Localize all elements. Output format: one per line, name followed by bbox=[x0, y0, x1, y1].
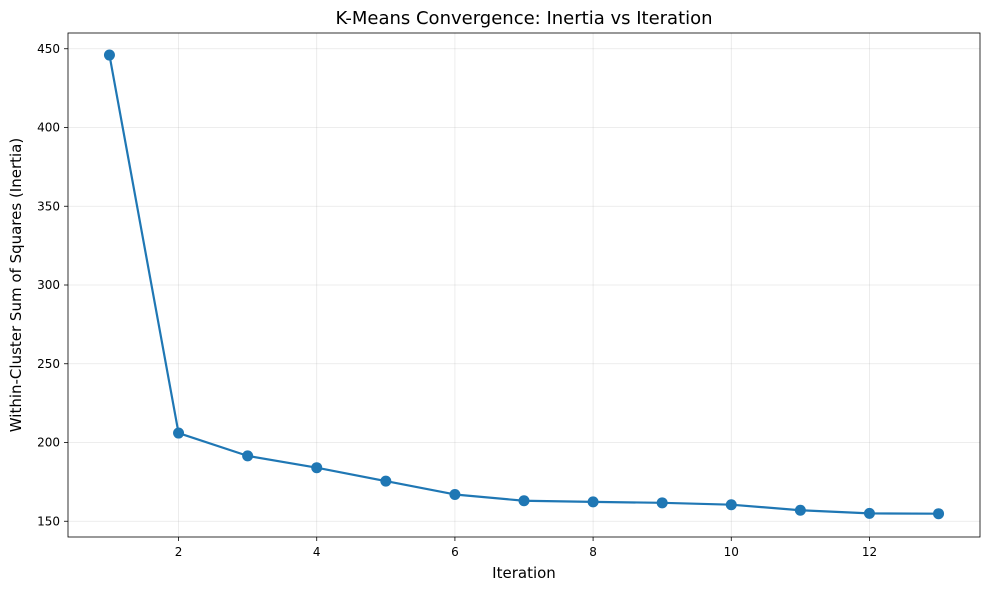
data-point bbox=[103, 49, 115, 61]
x-tick-label: 10 bbox=[724, 545, 739, 559]
data-point bbox=[933, 508, 945, 520]
data-point bbox=[587, 496, 599, 508]
data-point bbox=[518, 495, 530, 507]
y-tick-label: 450 bbox=[37, 42, 60, 56]
ticks: 2 4 6 8 10 12 150 200 250 300 350 400 450 bbox=[37, 42, 877, 559]
y-tick-label: 150 bbox=[37, 514, 60, 528]
grid bbox=[68, 33, 980, 537]
data-point bbox=[242, 450, 254, 462]
chart-title: K-Means Convergence: Inertia vs Iteratio… bbox=[335, 8, 712, 29]
data-point bbox=[725, 499, 737, 511]
data-point bbox=[311, 462, 323, 474]
data-point bbox=[794, 504, 806, 516]
data-point bbox=[863, 507, 875, 519]
y-tick-label: 200 bbox=[37, 436, 60, 450]
x-tick-label: 12 bbox=[862, 545, 877, 559]
x-tick-label: 8 bbox=[589, 545, 597, 559]
y-tick-label: 300 bbox=[37, 278, 60, 292]
data-point bbox=[656, 497, 668, 509]
x-axis-label: Iteration bbox=[492, 564, 556, 582]
data-point bbox=[380, 475, 392, 487]
data-point bbox=[449, 488, 461, 500]
series-layer bbox=[103, 49, 945, 520]
y-tick-label: 250 bbox=[37, 357, 60, 371]
data-point bbox=[173, 427, 185, 439]
series-line bbox=[108, 54, 939, 515]
x-tick-label: 4 bbox=[313, 545, 321, 559]
y-tick-label: 350 bbox=[37, 199, 60, 213]
x-tick-label: 2 bbox=[175, 545, 183, 559]
x-tick-label: 6 bbox=[451, 545, 459, 559]
y-tick-label: 400 bbox=[37, 121, 60, 135]
y-axis-label: Within-Cluster Sum of Squares (Inertia) bbox=[7, 138, 25, 432]
